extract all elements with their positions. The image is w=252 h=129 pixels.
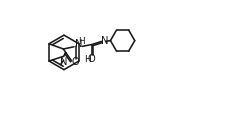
Text: N: N [74,39,82,49]
Text: O: O [87,54,95,64]
Text: O: O [72,57,79,67]
Text: N: N [101,36,109,46]
Text: N: N [59,57,67,67]
Text: H: H [78,37,84,46]
Text: H: H [84,55,91,63]
